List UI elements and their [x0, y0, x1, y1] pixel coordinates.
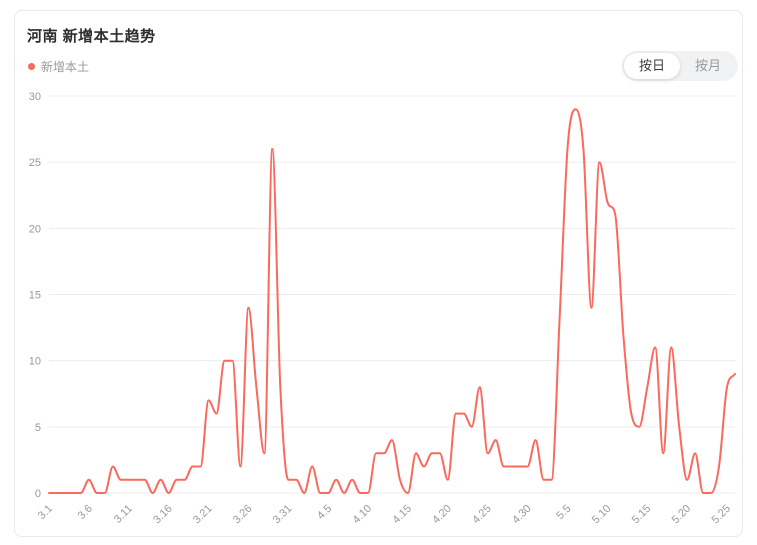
- x-axis-label: 3.21: [191, 503, 215, 527]
- chart-title: 河南 新增本土趋势: [27, 28, 156, 45]
- x-axis-label: 4.20: [430, 503, 454, 527]
- view-toggle: 按日 按月: [621, 51, 738, 81]
- x-axis-label: 5.25: [710, 503, 734, 527]
- x-axis-label: 3.26: [231, 503, 255, 527]
- x-axis-label: 3.31: [271, 503, 295, 527]
- y-axis-label: 30: [29, 91, 41, 103]
- x-axis-label: 4.30: [510, 503, 534, 527]
- x-axis-label: 3.11: [112, 503, 135, 526]
- x-axis-label: 5.10: [590, 503, 614, 527]
- y-axis-label: 0: [35, 488, 41, 500]
- x-axis-label: 4.25: [470, 503, 494, 527]
- y-axis-label: 10: [29, 356, 41, 368]
- toggle-option-monthly[interactable]: 按月: [694, 58, 721, 73]
- x-axis-label: 4.5: [315, 503, 334, 522]
- y-axis-label: 5: [35, 422, 41, 434]
- legend-label: 新增本土: [41, 60, 90, 74]
- x-axis-label: 3.6: [76, 503, 95, 522]
- y-axis-label: 20: [29, 223, 41, 235]
- x-axis-label: 3.1: [36, 503, 55, 522]
- trend-chart: 0 5 10 15 20 25 30 3.1 3.6 3.11 3.16 3.21 3.26 3.31 4.…: [29, 91, 736, 527]
- trend-card: 河南 新增本土趋势 新增本土 按日 按月 0 5 10 15 20 25 30 3.1 3.6 3…: [14, 10, 743, 537]
- x-axis-label: 4.10: [351, 503, 375, 527]
- x-axis-label: 5.20: [670, 503, 694, 527]
- legend-marker-icon: [28, 63, 35, 70]
- y-axis-label: 25: [29, 157, 41, 169]
- x-axis-label: 4.15: [390, 503, 414, 527]
- x-axis-label: 5.15: [630, 503, 654, 527]
- x-axis-label: 5.5: [554, 503, 573, 522]
- trend-line: [48, 108, 736, 494]
- x-axis-label: 3.16: [151, 503, 175, 527]
- y-axis-label: 15: [29, 290, 41, 302]
- legend: 新增本土: [28, 58, 89, 75]
- toggle-option-daily[interactable]: 按日: [623, 53, 680, 79]
